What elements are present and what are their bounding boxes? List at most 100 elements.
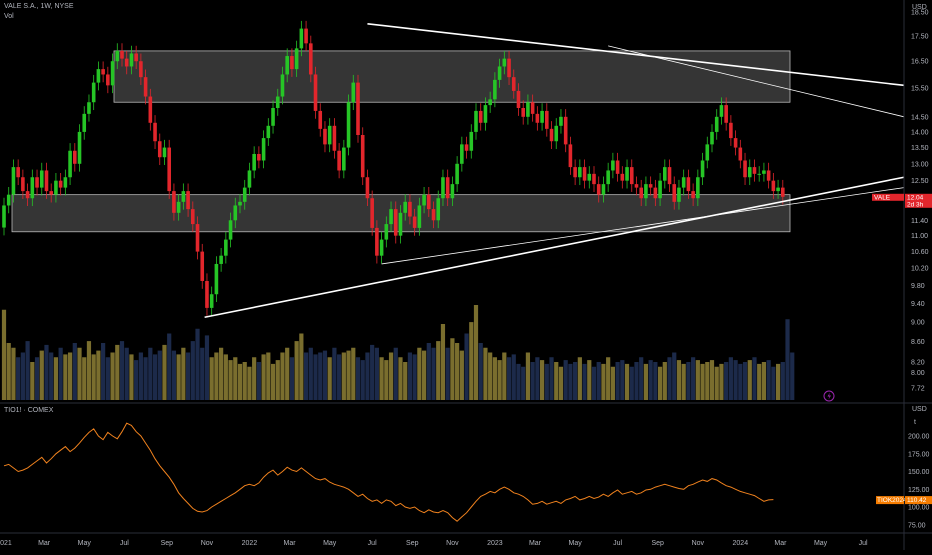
volume-bar — [1, 309, 7, 400]
volume-bar — [643, 363, 649, 400]
volume-bar — [403, 362, 408, 400]
candle-body — [431, 209, 436, 221]
candle-body — [611, 160, 615, 171]
currency-main[interactable]: USD — [912, 4, 927, 11]
candle-body — [417, 205, 422, 228]
candle-body — [729, 122, 733, 139]
ind-tag-symbol-box — [876, 496, 904, 505]
price-tick-label: 14.00 — [911, 129, 929, 136]
volume-bar — [695, 360, 700, 400]
volume-bar — [346, 350, 351, 400]
symbol-title[interactable]: VALE S.A., 1W, NYSE — [4, 3, 74, 10]
volume-bar — [101, 343, 106, 400]
time-tick-label: Nov — [692, 540, 705, 547]
volume-bar — [705, 362, 710, 400]
trendlines[interactable] — [204, 22, 905, 319]
volume-bar — [72, 343, 77, 400]
candle-body — [511, 77, 516, 91]
volume-bar — [488, 352, 493, 400]
candle-body — [436, 198, 441, 221]
volume-bar — [539, 360, 545, 400]
volume-bar — [577, 357, 582, 400]
volume-bar — [733, 360, 738, 400]
candle-body — [691, 191, 695, 199]
volume-label: Vol — [4, 13, 14, 20]
trendline-0 — [204, 176, 905, 319]
time-tick-label: 2021 — [0, 540, 12, 547]
indicator-axis[interactable]: 200.00 175.00 150.00 125.00 100.00 75.00 — [908, 434, 930, 530]
candle-body — [139, 61, 143, 78]
volume-bar — [185, 352, 191, 400]
volume-bar — [270, 363, 276, 400]
volume-bar — [464, 333, 469, 400]
candle-body — [299, 28, 304, 49]
candle-body — [540, 110, 544, 123]
candle-body — [285, 56, 289, 75]
volume-bar — [624, 363, 630, 400]
candle-body — [2, 205, 6, 228]
volume-bar — [322, 350, 328, 400]
candle-body — [733, 138, 738, 148]
candlesticks — [2, 20, 785, 316]
volume-bar — [256, 362, 261, 400]
volume-bar — [247, 366, 252, 400]
volume-bar — [143, 357, 148, 400]
candle-body — [521, 108, 525, 117]
volume-bar — [115, 344, 120, 400]
candle-body — [134, 53, 138, 62]
volume-bar — [370, 344, 375, 400]
volume-bar — [327, 357, 332, 400]
volume-bar — [459, 350, 464, 400]
volume-bar — [431, 347, 436, 400]
price-tick-label: 13.00 — [911, 161, 929, 168]
candle-body — [696, 177, 700, 199]
volume-bar — [473, 305, 479, 400]
candle-body — [545, 110, 549, 129]
candle-body — [658, 180, 662, 199]
price-axis[interactable]: 18.50 17.50 16.50 15.50 14.50 14.00 13.50 13.00… — [911, 10, 929, 393]
candle-body — [625, 167, 629, 181]
price-tag-value-box — [905, 193, 932, 208]
volume-bar — [686, 362, 691, 400]
time-tick-label: Sep — [406, 540, 419, 547]
candle-body — [587, 173, 592, 181]
candle-body — [176, 201, 181, 213]
price-tag-countdown: 2d 3h — [907, 201, 924, 208]
indicator-title[interactable]: TIO1! · COMEX — [4, 407, 54, 414]
candle-body — [162, 147, 167, 158]
candle-body — [191, 209, 195, 225]
time-axis[interactable]: 2021 Mar May Jul Sep Nov 2022 Mar May Jul Sep Nov 20… — [0, 540, 868, 547]
candle-body — [360, 134, 365, 178]
volume-bar — [63, 354, 68, 400]
volume-bar — [412, 354, 417, 400]
volume-bar — [709, 360, 715, 400]
time-tick-label: Sep — [651, 540, 664, 547]
volume-bar — [44, 344, 49, 400]
price-tick-label: 17.50 — [911, 33, 929, 40]
volume-bar — [20, 352, 25, 400]
candle-body — [6, 194, 11, 206]
candle-body — [516, 90, 521, 109]
candle-body — [398, 212, 403, 236]
currency-sub[interactable]: USD — [912, 406, 927, 413]
volume-bar — [261, 354, 266, 400]
volume-bar — [365, 352, 370, 400]
candle-body — [87, 102, 91, 114]
volume-bar — [294, 341, 299, 400]
candle-body — [427, 194, 431, 210]
candle-body — [304, 28, 308, 44]
volume-bar — [91, 354, 96, 400]
candle-body — [68, 150, 72, 178]
volume-bar — [219, 347, 224, 400]
price-tick-label: 13.50 — [911, 145, 929, 152]
volume-bar — [398, 357, 403, 400]
candle-body — [327, 125, 332, 145]
volume-bar — [119, 341, 125, 400]
price-tick-label: 8.20 — [911, 360, 925, 367]
volume-bar — [299, 333, 304, 400]
lightning-icon[interactable] — [823, 390, 835, 402]
volume-bar — [266, 352, 271, 400]
volume-bar — [49, 352, 54, 400]
